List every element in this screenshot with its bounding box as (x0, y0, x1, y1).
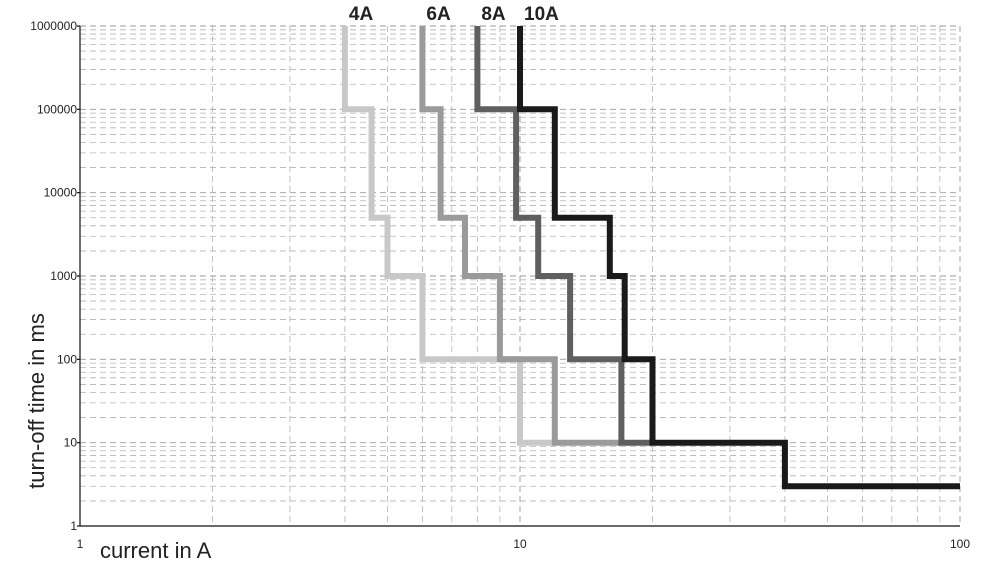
y-tick-label: 10000 (44, 186, 78, 200)
series-label-4a: 4A (349, 4, 374, 25)
series-line-6a (419, 26, 622, 446)
y-tick-label: 1 (70, 519, 77, 533)
x-tick-label: 10 (513, 537, 527, 551)
y-tick-label: 1000 (50, 269, 77, 283)
series-labels: 4A 6A 8A 10A (349, 4, 559, 25)
series-line-8a (474, 26, 653, 446)
x-tick-label: 1 (77, 537, 84, 551)
y-tick-label: 100000 (37, 102, 77, 116)
series-line-4a (341, 26, 555, 446)
series-label-10a: 10A (524, 4, 559, 25)
series-layer (341, 26, 960, 490)
tick-labels: 1 10 100 1000 10000 100000 1000000 1 10 100 (30, 19, 970, 551)
x-tick-label: 100 (950, 537, 970, 551)
x-axis-title: current in A (100, 538, 212, 562)
y-tick-label: 100 (57, 352, 77, 366)
y-axis-title: turn-off time in ms (24, 313, 49, 489)
y-tick-label: 10 (64, 436, 78, 450)
series-label-6a: 6A (426, 4, 451, 25)
series-label-8a: 8A (481, 4, 506, 25)
y-tick-label: 1000000 (30, 19, 77, 33)
series-line-10a (517, 26, 960, 490)
